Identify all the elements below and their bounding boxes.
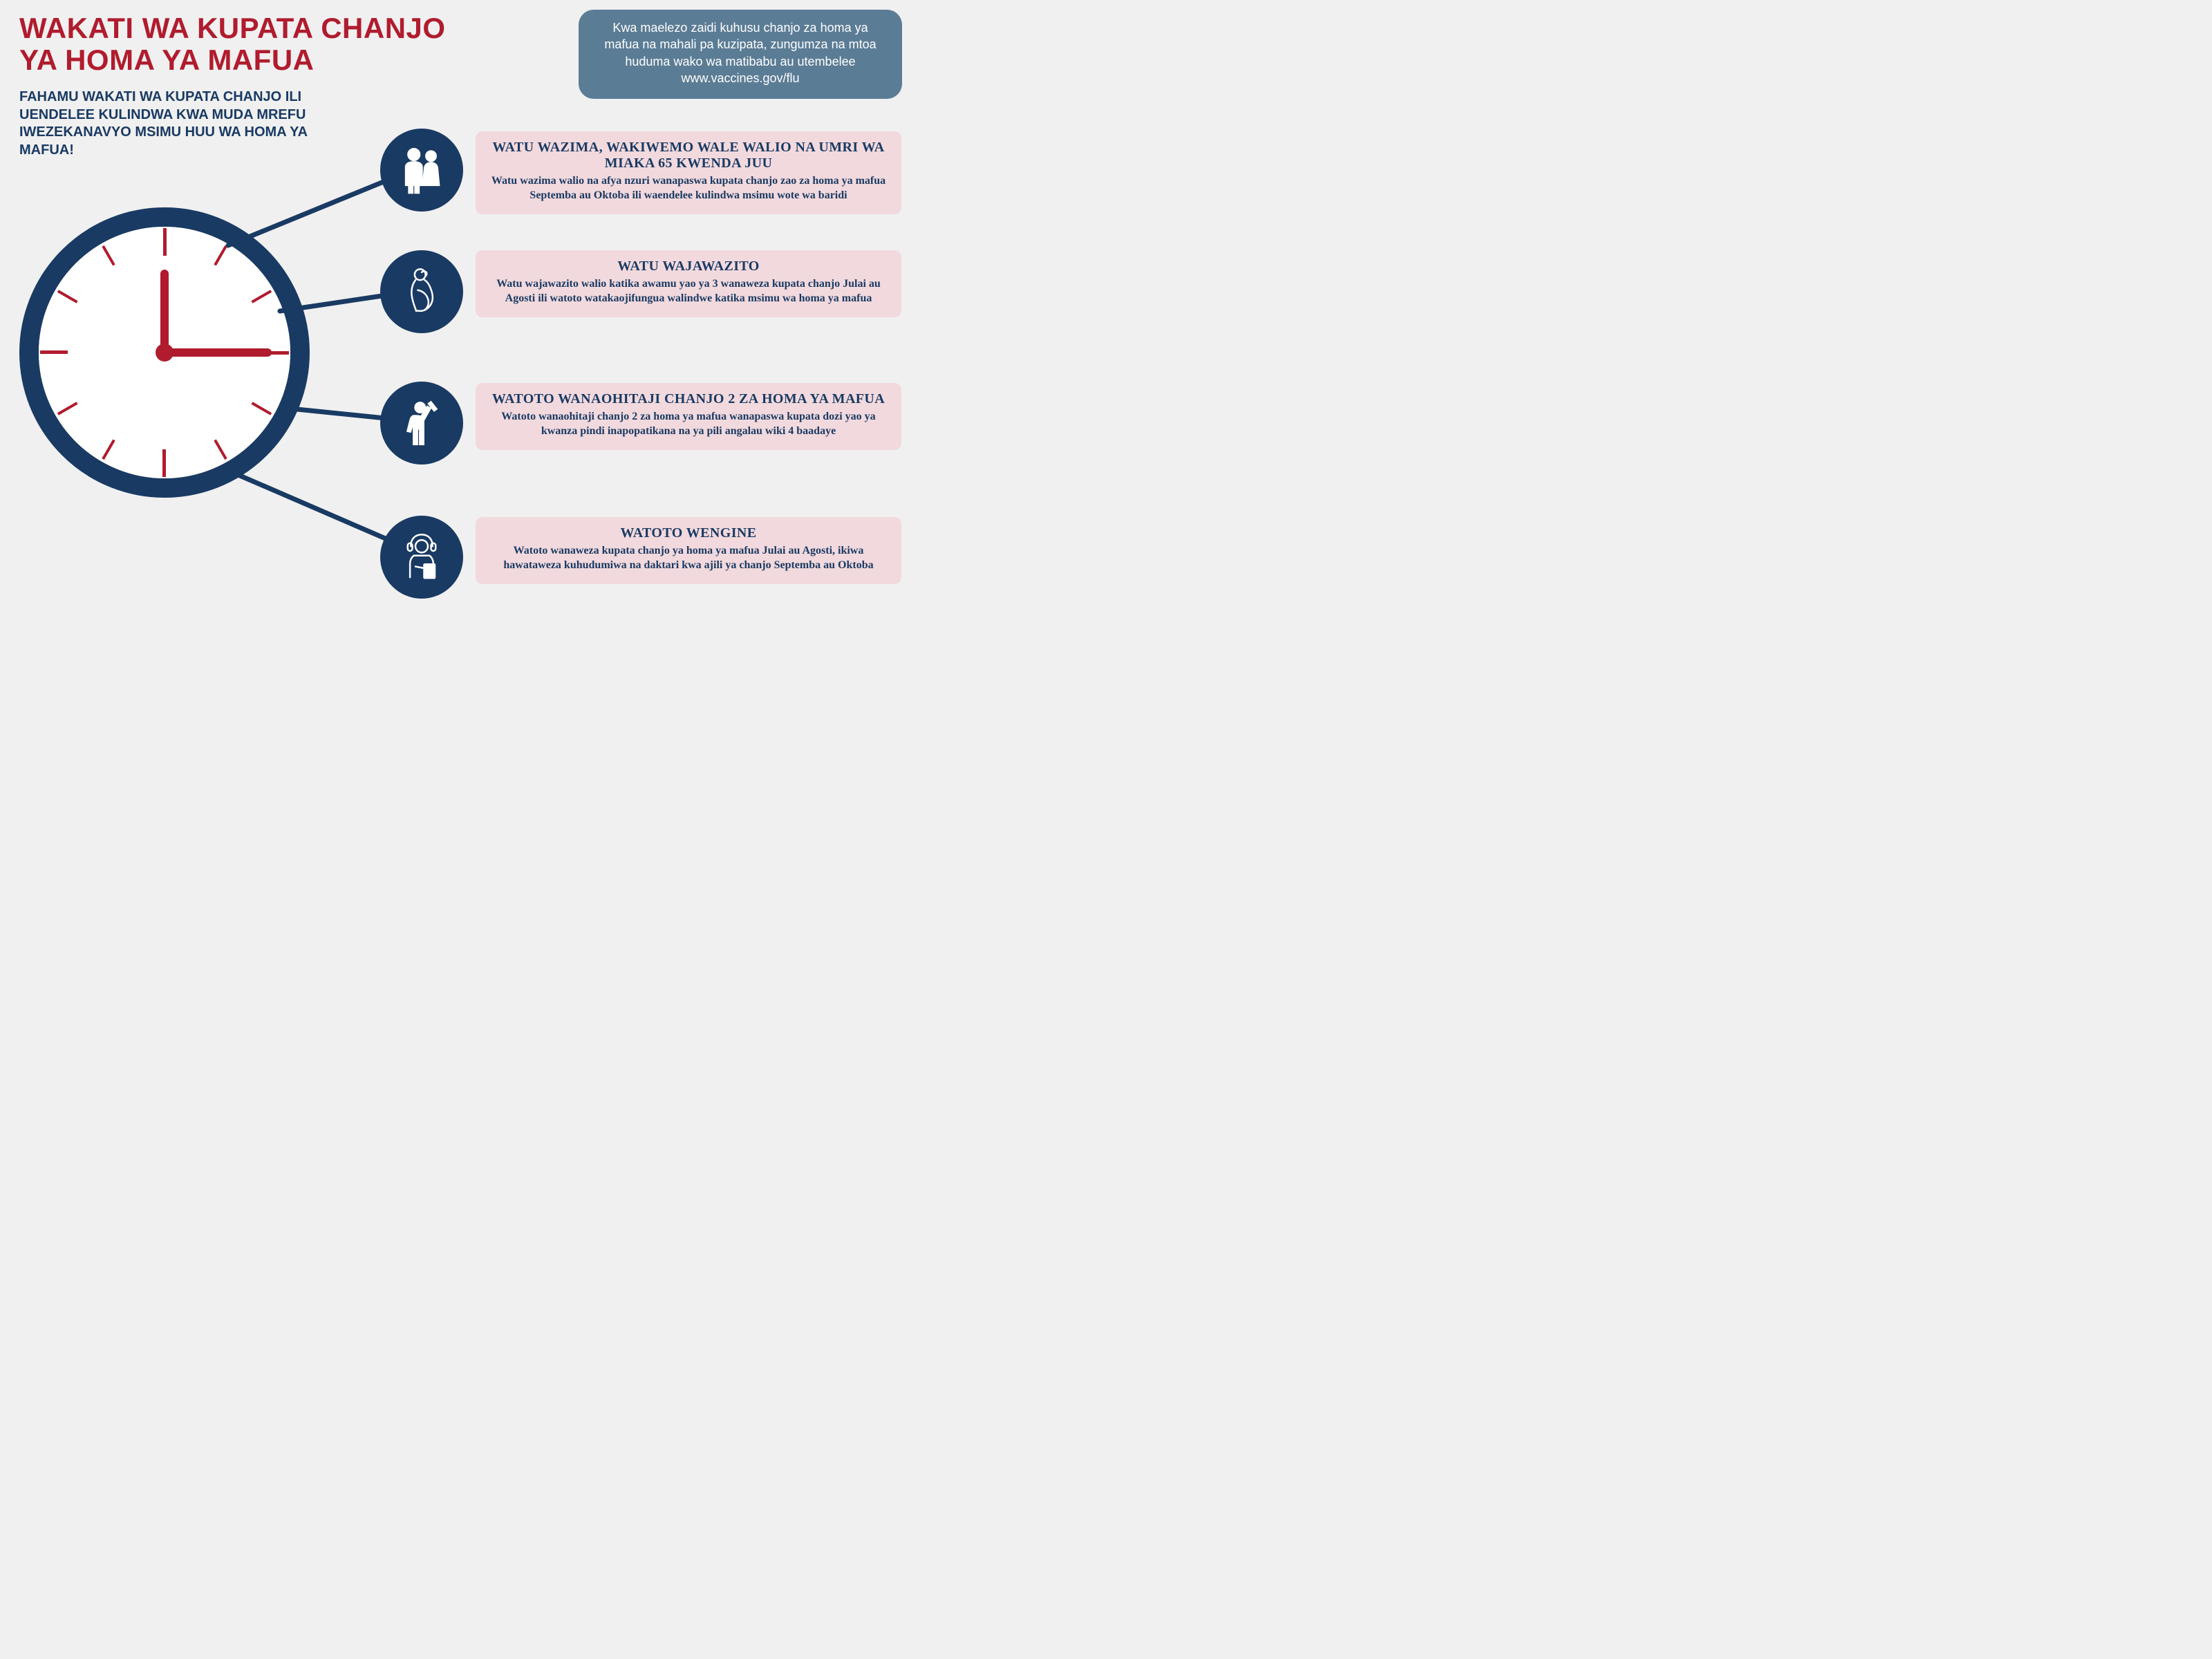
box-body: Watoto wanaweza kupata chanjo ya homa ya… xyxy=(489,544,888,573)
info-box-pregnant: WATU WAJAWAZITO Watu wajawazito walio ka… xyxy=(476,250,901,317)
clock-center-dot xyxy=(156,344,174,362)
adults-icon xyxy=(380,129,463,212)
clock-graphic xyxy=(19,207,310,498)
box-body: Watoto wanaohitaji chanjo 2 za homa ya m… xyxy=(489,410,888,439)
info-box-children-2dose: WATOTO WANAOHITAJI CHANJO 2 ZA HOMA YA M… xyxy=(476,383,901,450)
box-body: Watu wajawazito walio katika awamu yao y… xyxy=(489,277,888,306)
clock-minute-hand xyxy=(165,348,272,357)
box-title: WATOTO WENGINE xyxy=(489,525,888,541)
child-reaching-icon xyxy=(380,382,463,465)
box-title: WATOTO WANAOHITAJI CHANJO 2 ZA HOMA YA M… xyxy=(489,391,888,407)
page-title: WAKATI WA KUPATA CHANJO YA HOMA YA MAFUA xyxy=(19,12,448,76)
pregnant-icon xyxy=(380,250,463,333)
clock-hour-hand xyxy=(160,270,169,353)
info-pill: Kwa maelezo zaidi kuhusu chanjo za homa … xyxy=(579,10,902,99)
page-subtitle: FAHAMU WAKATI WA KUPATA CHANJO ILI UENDE… xyxy=(19,88,344,159)
infographic-page: WAKATI WA KUPATA CHANJO YA HOMA YA MAFUA… xyxy=(0,0,921,691)
box-title: WATU WAZIMA, WAKIWEMO WALE WALIO NA UMRI… xyxy=(489,140,888,171)
info-box-children-other: WATOTO WENGINE Watoto wanaweza kupata ch… xyxy=(476,517,901,584)
box-title: WATU WAJAWAZITO xyxy=(489,259,888,274)
child-headphones-icon xyxy=(380,516,463,599)
info-box-adults: WATU WAZIMA, WAKIWEMO WALE WALIO NA UMRI… xyxy=(476,131,901,214)
box-body: Watu wazima walio na afya nzuri wanapasw… xyxy=(489,174,888,203)
